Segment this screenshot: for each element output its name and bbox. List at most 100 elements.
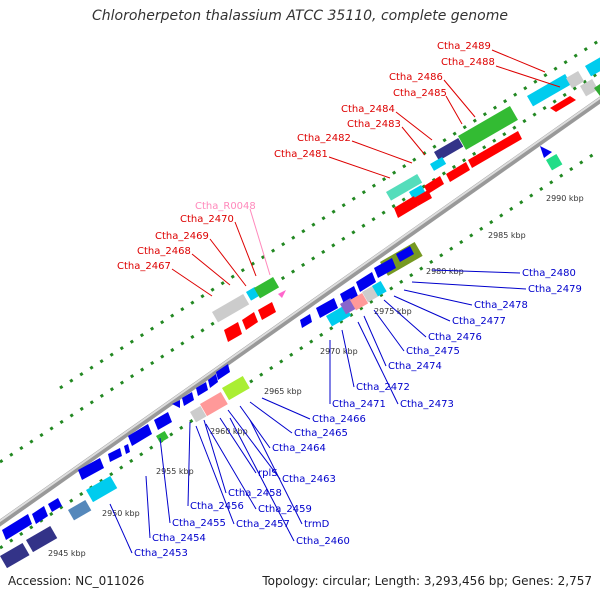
gene-arrow bbox=[446, 162, 470, 182]
gene-label: Ctha_2473 bbox=[400, 399, 454, 410]
leader-line bbox=[229, 417, 295, 542]
gene-feature bbox=[350, 293, 369, 311]
gene-feature bbox=[156, 431, 169, 443]
gene-label: Ctha_2474 bbox=[388, 361, 442, 372]
leader-line bbox=[445, 95, 463, 125]
scale-label: 2955 kbp bbox=[156, 467, 194, 476]
gene-feature bbox=[67, 500, 92, 521]
gene-feature bbox=[212, 294, 250, 323]
gene-label: Ctha_2479 bbox=[528, 284, 582, 295]
leader-line bbox=[234, 221, 257, 277]
gene-label: Ctha_2463 bbox=[282, 474, 336, 485]
gene-arrow bbox=[78, 458, 104, 480]
scale-label: 2970 kbp bbox=[320, 347, 358, 356]
leader-line bbox=[239, 405, 271, 449]
gene-arrow bbox=[468, 131, 522, 168]
gene-arrow bbox=[278, 290, 286, 298]
leader-line bbox=[159, 437, 171, 524]
leader-line bbox=[171, 268, 213, 297]
gene-feature bbox=[526, 74, 572, 107]
gene-feature bbox=[566, 71, 585, 89]
scale-label: 2980 kbp bbox=[426, 267, 464, 276]
gene-arrow bbox=[108, 448, 122, 462]
leader-line bbox=[383, 299, 427, 338]
forward-genes bbox=[212, 57, 600, 342]
gene-arrow bbox=[300, 314, 312, 328]
topology-text: Topology: circular; Length: 3,293,456 bp… bbox=[262, 574, 592, 588]
leader-line bbox=[357, 321, 399, 405]
scale-label: 2965 kbp bbox=[264, 387, 302, 396]
gene-label: Ctha_2459 bbox=[258, 504, 312, 515]
gene-arrow bbox=[182, 392, 194, 406]
gene-feature bbox=[190, 406, 207, 423]
gene-arrow bbox=[128, 424, 152, 446]
upper-gene-labels: Ctha_2489 Ctha_2488 Ctha_2486 Ctha_2485 Ctha… bbox=[117, 41, 561, 297]
leader-line bbox=[195, 425, 235, 525]
gene-label: Ctha_2485 bbox=[393, 88, 447, 99]
leader-line bbox=[219, 417, 257, 474]
gene-arrow bbox=[374, 258, 396, 278]
gene-label: Ctha_2482 bbox=[297, 133, 351, 144]
gene-feature bbox=[200, 392, 228, 417]
gene-arrow bbox=[242, 312, 258, 330]
leader-line bbox=[249, 208, 271, 276]
gene-label: Ctha_2483 bbox=[347, 119, 401, 130]
gene-label: Ctha_2478 bbox=[474, 300, 528, 311]
gene-feature bbox=[434, 138, 464, 161]
gene-label: Ctha_2468 bbox=[137, 246, 191, 257]
leader-line bbox=[191, 253, 231, 286]
gene-arrow bbox=[2, 514, 32, 540]
leader-line bbox=[395, 111, 433, 141]
gene-arrow bbox=[216, 364, 230, 380]
leader-line bbox=[351, 140, 413, 164]
leader-line bbox=[249, 419, 303, 525]
page-title: Chloroherpeton thalassium ATCC 35110, co… bbox=[92, 8, 508, 24]
scale-label: 2975 kbp bbox=[374, 307, 412, 316]
gene-label: Ctha_2453 bbox=[134, 548, 188, 559]
gene-feature bbox=[580, 79, 599, 97]
leader-line bbox=[328, 156, 391, 179]
gene-feature bbox=[254, 277, 280, 299]
gene-label: Ctha_2467 bbox=[117, 261, 171, 272]
leader-line bbox=[205, 423, 257, 510]
leader-line bbox=[491, 49, 546, 73]
gene-feature bbox=[362, 286, 379, 303]
gene-label: Ctha_2475 bbox=[406, 346, 460, 357]
gene-label: trmD bbox=[304, 519, 330, 530]
tick-dots bbox=[0, 38, 600, 550]
gene-label: Ctha_2455 bbox=[172, 518, 226, 529]
gene-arrow bbox=[396, 246, 414, 262]
genome-backbone-highlight bbox=[0, 96, 600, 523]
leader-line bbox=[249, 401, 293, 434]
tick-dots-upper-inner bbox=[0, 148, 600, 550]
gene-label: Ctha_2456 bbox=[190, 501, 244, 512]
leader-line bbox=[227, 409, 281, 480]
gene-label: Ctha_2489 bbox=[437, 41, 491, 52]
gene-label: Ctha_2486 bbox=[389, 72, 443, 83]
gene-label: Ctha_2466 bbox=[312, 414, 366, 425]
genome-backbone bbox=[0, 96, 600, 527]
gene-label: Ctha_2472 bbox=[356, 382, 410, 393]
gene-feature bbox=[25, 526, 58, 553]
leader-line bbox=[495, 65, 561, 88]
gene-feature bbox=[386, 174, 423, 201]
gene-feature bbox=[372, 281, 387, 297]
leader-line bbox=[363, 315, 387, 367]
leader-line bbox=[145, 475, 151, 539]
gene-arrow bbox=[196, 382, 208, 396]
gene-arrow bbox=[316, 298, 338, 318]
leader-line bbox=[187, 421, 191, 507]
gene-label: Ctha_2465 bbox=[294, 428, 348, 439]
gene-label: Ctha_2480 bbox=[522, 268, 576, 279]
gene-label: Ctha_2488 bbox=[441, 57, 495, 68]
leader-line bbox=[393, 295, 451, 322]
tick-dots-lower-inner bbox=[0, 70, 600, 464]
gene-arrow bbox=[208, 374, 218, 388]
gene-label: Ctha_2470 bbox=[180, 214, 234, 225]
leader-line bbox=[261, 397, 311, 420]
tick-dots-outer bbox=[59, 38, 600, 390]
gene-feature bbox=[430, 156, 447, 171]
